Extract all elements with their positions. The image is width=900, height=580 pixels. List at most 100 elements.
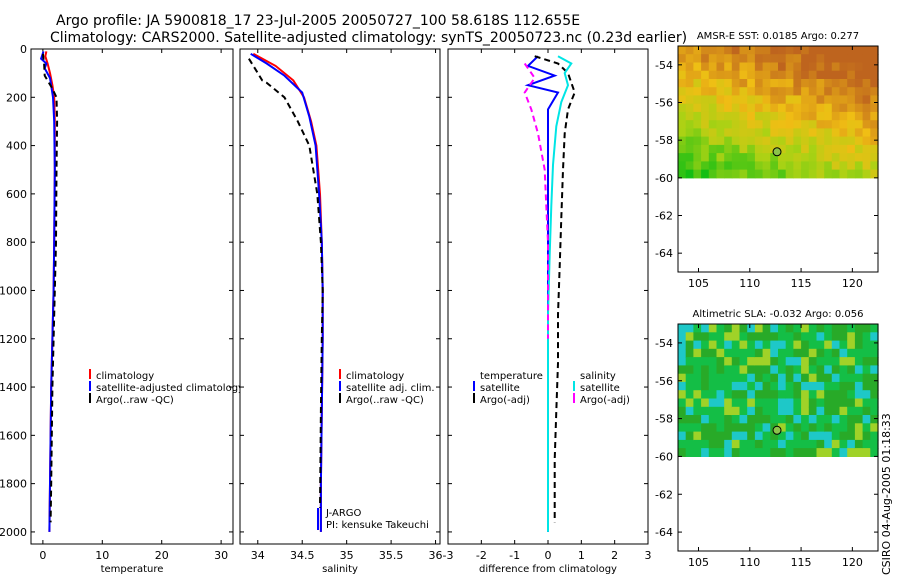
map-cell: [716, 390, 725, 400]
map-cell: [701, 348, 710, 358]
map-cell: [824, 62, 833, 72]
map-cell: [847, 144, 856, 154]
map-cell: [701, 357, 710, 366]
map-cell: [847, 439, 856, 449]
map-cell: [862, 324, 871, 333]
map-cell: [708, 62, 718, 72]
series-line: [248, 58, 324, 508]
map-cell: [754, 398, 764, 408]
map-cell: [847, 381, 856, 391]
map-cell: [854, 95, 864, 105]
map-cell: [739, 79, 748, 88]
x-tick-label: 115: [791, 556, 812, 569]
map-cell: [785, 70, 794, 80]
map-cell: [793, 332, 802, 342]
x-tick-label: -3: [443, 549, 454, 562]
map-cell: [778, 136, 787, 146]
map-cell: [847, 324, 856, 333]
map-cell: [847, 161, 856, 171]
map-cell: [693, 46, 702, 55]
map-cell: [862, 144, 871, 154]
map-cell: [739, 161, 748, 171]
map-cell: [785, 54, 794, 63]
map-cell: [685, 54, 694, 63]
map-cell: [693, 406, 702, 416]
map-cell: [801, 144, 810, 154]
map-cell: [693, 324, 702, 333]
map-cell: [747, 79, 756, 88]
map-cell: [678, 103, 687, 113]
map-cell: [785, 120, 794, 129]
map-cell: [839, 144, 848, 154]
map-cell: [801, 95, 810, 105]
map-cell: [808, 62, 818, 72]
map-cell: [801, 348, 810, 358]
map-cell: [739, 95, 748, 105]
map-cell: [847, 87, 856, 96]
map-cell: [801, 390, 810, 400]
map-cell: [685, 161, 694, 171]
map-cell: [785, 373, 794, 383]
map-cell: [831, 365, 841, 375]
map-cell: [831, 169, 841, 179]
map-cell: [831, 348, 841, 358]
map-cell: [847, 103, 856, 113]
map-cell: [831, 87, 841, 96]
map-cell: [754, 390, 764, 400]
map-cell: [854, 79, 864, 88]
map-cell: [770, 70, 779, 80]
map-cell: [685, 46, 694, 55]
map-cell: [693, 390, 702, 400]
map-cell: [824, 423, 833, 433]
map-cell: [831, 406, 841, 416]
map-cell: [747, 161, 756, 171]
map-cell: [754, 348, 764, 358]
map-cell: [824, 46, 833, 55]
map-cell: [793, 87, 802, 96]
map-cell: [808, 54, 818, 63]
map-cell: [693, 79, 702, 88]
map-cell: [762, 54, 771, 63]
map-cell: [785, 415, 794, 424]
map-cell: [685, 153, 694, 162]
map-cell: [854, 161, 864, 171]
y-tick-label: -54: [655, 59, 673, 72]
map-cell: [724, 357, 733, 366]
map-cell: [831, 439, 841, 449]
map-cell: [801, 153, 810, 162]
map-cell: [701, 423, 710, 433]
map-cell: [747, 87, 756, 96]
map-cell: [862, 381, 871, 391]
map-cell: [862, 348, 871, 358]
map-cell: [824, 153, 833, 162]
map-cell: [862, 398, 871, 408]
map-cell: [785, 340, 794, 350]
map-cell: [739, 324, 748, 333]
map-cell: [862, 439, 871, 449]
map-cell: [824, 79, 833, 88]
map-cell: [808, 381, 818, 391]
y-tick-label: -64: [655, 526, 673, 539]
map-cell: [870, 439, 879, 449]
map-cell: [778, 111, 787, 121]
legend-label: Argo(..raw -QC): [346, 395, 424, 406]
map-cell: [708, 111, 718, 121]
map-cell: [847, 128, 856, 138]
map-cell: [762, 111, 771, 121]
map-cell: [678, 46, 687, 55]
map-cell: [839, 398, 848, 408]
map-cell: [693, 357, 702, 366]
map-cell: [778, 128, 787, 138]
map-cell: [839, 431, 848, 441]
x-tick-label: 120: [842, 277, 863, 290]
map-cell: [785, 103, 794, 113]
map-cell: [847, 54, 856, 63]
x-tick-label: -1: [509, 549, 520, 562]
x-tick-label: 20: [155, 549, 169, 562]
x-tick-label: -2: [476, 549, 487, 562]
map-cell: [839, 340, 848, 350]
map-cell: [839, 128, 848, 138]
map-cell: [724, 111, 733, 121]
map-cell: [762, 431, 771, 441]
map-cell: [754, 381, 764, 391]
